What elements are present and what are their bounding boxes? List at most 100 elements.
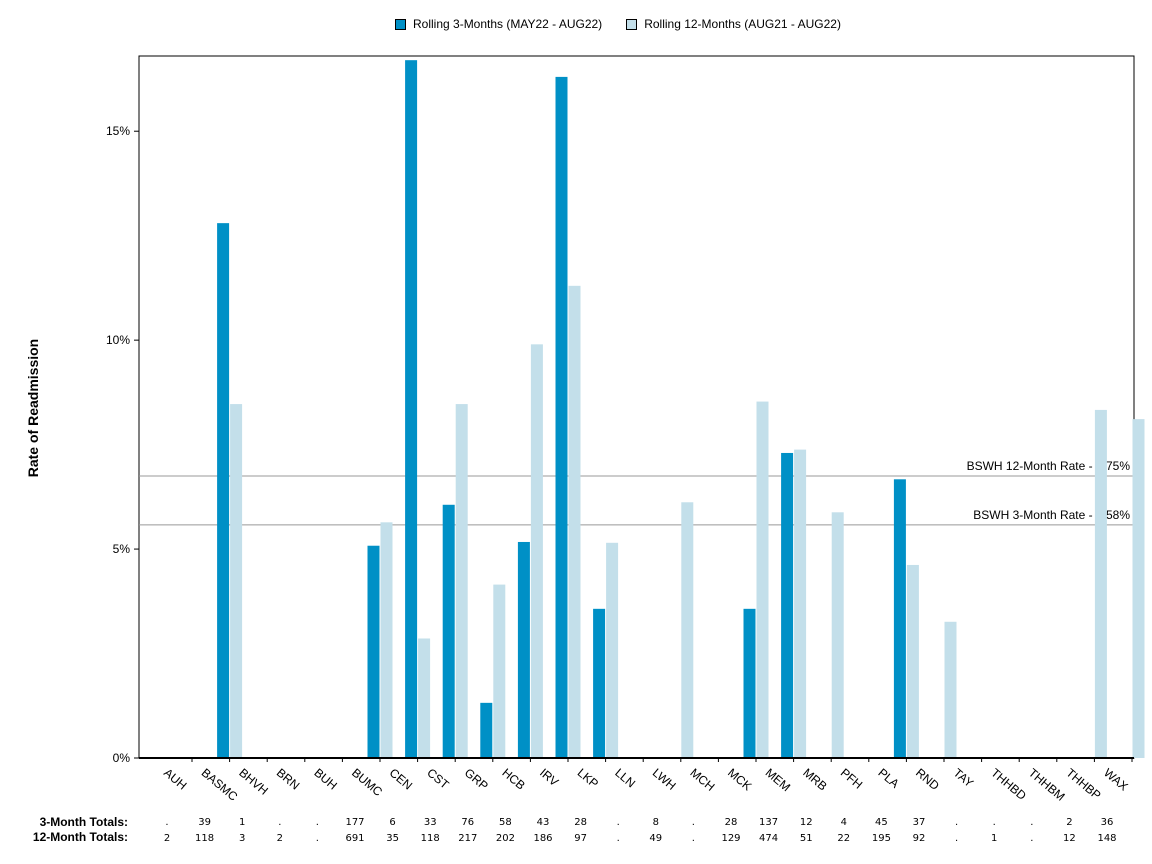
bar-3month	[217, 223, 230, 759]
twelve-month-total: .	[617, 833, 620, 844]
legend-item-3month: Rolling 3-Months (MAY22 - AUG22)	[395, 17, 602, 31]
bar-3month	[442, 504, 455, 758]
twelve-month-total: 474	[759, 833, 778, 844]
twelve-month-total: 2	[164, 833, 170, 844]
x-tick-label: HCB	[499, 766, 527, 793]
bar-12month	[906, 564, 919, 758]
twelve-month-total: 92	[913, 833, 926, 844]
twelve-month-total: 51	[800, 833, 813, 844]
bar-3month	[555, 76, 568, 758]
x-tick-label: CEN	[387, 766, 415, 793]
twelve-month-total: 217	[458, 833, 477, 844]
x-tick-label: BUH	[311, 766, 339, 793]
y-tick-label: 10%	[106, 333, 130, 347]
twelve-month-total: 186	[533, 833, 552, 844]
bar-12month	[681, 502, 694, 758]
bar-12month	[831, 512, 844, 758]
three-month-total: .	[165, 817, 168, 828]
x-tick-label: MCK	[725, 766, 754, 794]
three-month-total: 58	[499, 817, 512, 828]
bar-12month	[1094, 409, 1107, 758]
bar-12month	[606, 542, 619, 758]
bar-12month	[530, 344, 543, 758]
three-month-total: 2	[1066, 817, 1072, 828]
bar-3month	[367, 545, 380, 758]
bar-3month	[517, 541, 530, 758]
twelve-month-total: 148	[1097, 833, 1116, 844]
twelve-month-total: 35	[386, 833, 399, 844]
x-tick-label: THHBD	[988, 766, 1029, 804]
x-tick-label: WAX	[1101, 766, 1131, 794]
bar-12month	[455, 404, 468, 758]
three-month-total: 6	[389, 817, 395, 828]
twelve-month-total: .	[692, 833, 695, 844]
legend-swatch-12month	[626, 18, 638, 30]
twelve-month-totals-label: 12-Month Totals:	[32, 830, 128, 844]
x-tick-label: LKP	[575, 766, 601, 791]
twelve-month-total: 195	[872, 833, 891, 844]
bar-3month	[893, 479, 906, 758]
x-tick-label: LWH	[650, 766, 679, 793]
twelve-month-total: 12	[1063, 833, 1076, 844]
three-month-total: 28	[574, 817, 587, 828]
twelve-month-total: 691	[345, 833, 364, 844]
y-tick-label: 0%	[113, 751, 131, 765]
x-tick-label: RND	[913, 766, 942, 794]
x-tick-label: BASMC	[199, 766, 241, 804]
three-month-total: 39	[198, 817, 211, 828]
x-tick-label: BUMC	[349, 766, 385, 800]
three-month-total: 12	[800, 817, 813, 828]
bar-12month	[568, 285, 581, 758]
x-tick-label: TAY	[951, 766, 977, 791]
x-tick-label: PFH	[838, 766, 865, 792]
x-tick-label: THHBP	[1063, 766, 1103, 803]
twelve-month-total: .	[316, 833, 319, 844]
legend-item-12month: Rolling 12-Months (AUG21 - AUG22)	[626, 17, 841, 31]
three-month-total: .	[993, 817, 996, 828]
x-tick-label: IRV	[537, 766, 561, 789]
x-tick-label: PLA	[875, 766, 901, 791]
x-tick-label: MEM	[763, 766, 793, 795]
x-tick-label: LLN	[612, 766, 638, 791]
three-month-total: 45	[875, 817, 888, 828]
bar-3month	[781, 452, 794, 758]
three-month-total: 28	[725, 817, 738, 828]
three-month-total: 33	[424, 817, 437, 828]
bar-12month	[756, 401, 769, 758]
twelve-month-total: 129	[721, 833, 740, 844]
reference-line-label: BSWH 3-Month Rate - 5.58%	[973, 508, 1130, 522]
x-tick-label: MRB	[800, 766, 829, 794]
three-month-total: 8	[653, 817, 659, 828]
twelve-month-total: .	[955, 833, 958, 844]
twelve-month-total: 3	[239, 833, 245, 844]
x-tick-label: BRN	[274, 766, 302, 793]
twelve-month-total: 118	[421, 833, 440, 844]
x-tick-label: BHVH	[236, 766, 271, 798]
three-month-total: .	[617, 817, 620, 828]
three-month-total: 1	[239, 817, 245, 828]
twelve-month-total: 202	[496, 833, 515, 844]
x-tick-label: MCH	[687, 766, 717, 794]
plot-frame	[138, 55, 1135, 759]
bar-3month	[480, 702, 493, 758]
x-tick-label: GRP	[462, 766, 491, 793]
three-month-total: 4	[841, 817, 847, 828]
x-tick-label: CST	[424, 766, 452, 793]
twelve-month-total: 22	[837, 833, 850, 844]
three-month-total: .	[692, 817, 695, 828]
bar-3month	[593, 608, 606, 758]
bar-12month	[493, 584, 506, 758]
twelve-month-total: .	[1030, 833, 1033, 844]
twelve-month-total: 1	[991, 833, 997, 844]
y-tick-label: 5%	[113, 542, 131, 556]
bar-12month	[944, 621, 957, 758]
bar-3month	[405, 60, 418, 758]
legend-swatch-3month	[395, 18, 406, 30]
twelve-month-total: 2	[277, 833, 283, 844]
bar-3month	[743, 608, 756, 758]
bar-12month	[230, 404, 243, 758]
twelve-month-total: 118	[195, 833, 214, 844]
y-tick-label: 15%	[106, 124, 130, 138]
legend-label-3month: Rolling 3-Months (MAY22 - AUG22)	[413, 17, 603, 31]
